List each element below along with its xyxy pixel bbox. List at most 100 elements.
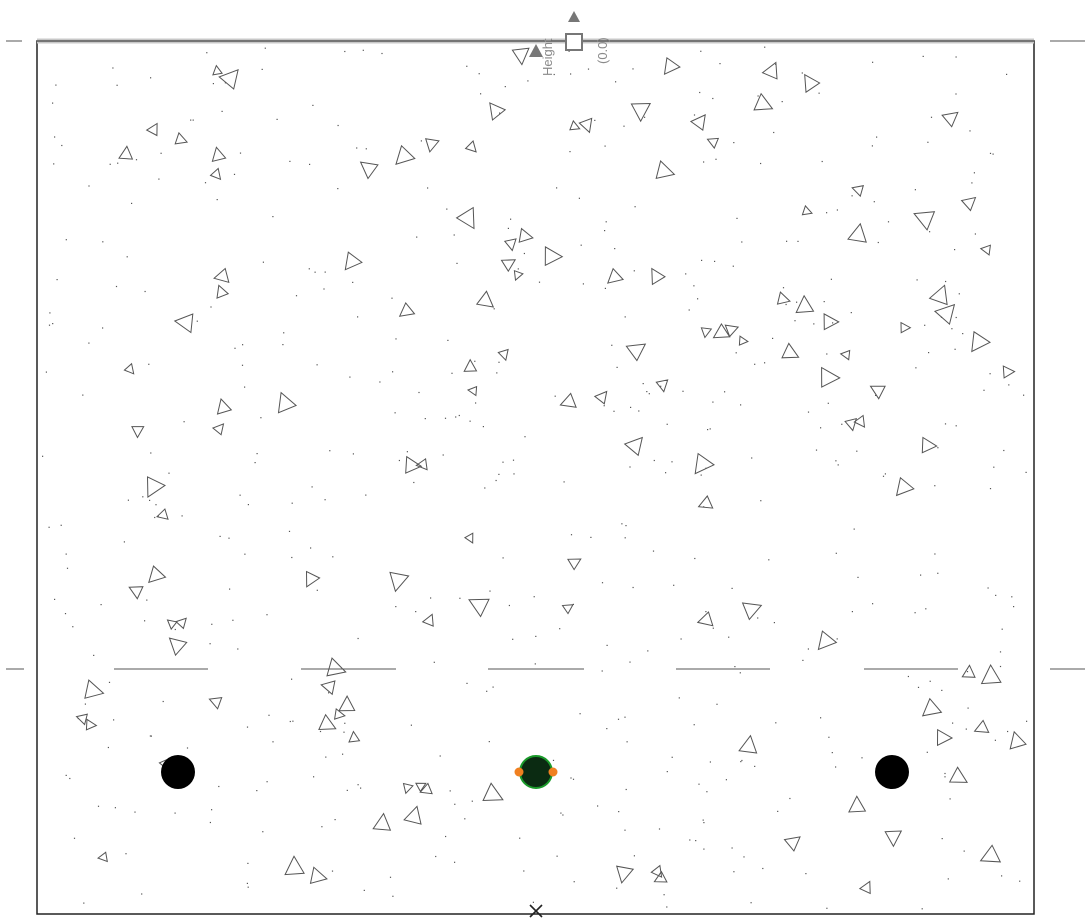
- hatch-dot: [247, 504, 249, 506]
- height-handle-square-icon[interactable]: [565, 33, 583, 51]
- hatch-dot: [836, 638, 838, 640]
- hatch-dot: [624, 716, 626, 718]
- height-control[interactable]: [529, 11, 583, 57]
- hatch-dot: [532, 901, 534, 903]
- hatch-dot: [797, 240, 799, 242]
- hatch-dot: [107, 746, 109, 749]
- hatch-triangle: [1002, 365, 1016, 379]
- hatch-dot: [484, 487, 486, 489]
- arrow-up-small-icon[interactable]: [529, 44, 543, 57]
- hatch-dot: [914, 189, 916, 191]
- hatch-dot: [314, 271, 316, 273]
- hatch-triangle: [284, 855, 305, 876]
- hatch-dot: [760, 500, 762, 502]
- hatch-dot: [642, 383, 644, 385]
- hatch-dot: [466, 682, 468, 684]
- hatch-dot: [582, 283, 584, 285]
- hatch-triangle: [305, 570, 321, 588]
- hatch-dot: [827, 402, 829, 404]
- hatch-dot: [740, 761, 742, 763]
- hatch-dot: [789, 797, 791, 800]
- hatch-dot: [114, 807, 116, 809]
- hatch-dot: [807, 648, 809, 650]
- hatch-triangle: [559, 392, 577, 408]
- hatch-dot: [474, 360, 476, 362]
- hatch-dot: [820, 717, 822, 719]
- hatch-dot: [519, 837, 521, 839]
- concrete-hatch-pattern: [42, 46, 1028, 910]
- hatch-dot: [553, 73, 555, 76]
- grip-left[interactable]: [514, 767, 524, 777]
- hatch-dot: [1006, 73, 1008, 75]
- hatch-dot: [805, 873, 807, 875]
- hatch-dot: [64, 613, 67, 615]
- hatch-dot: [604, 145, 606, 147]
- hatch-triangle: [318, 713, 337, 731]
- hatch-triangle: [146, 476, 166, 499]
- hatch-dot: [1023, 394, 1025, 396]
- hatch-dot: [357, 316, 359, 318]
- hatch-triangle: [216, 284, 230, 299]
- hatch-dot: [379, 381, 381, 383]
- hatch-dot: [750, 902, 752, 904]
- hatch-dot: [914, 612, 916, 614]
- hatch-dot: [311, 486, 313, 488]
- column-center-selected[interactable]: [519, 755, 553, 789]
- hatch-dot: [952, 722, 954, 724]
- hatch-dot: [580, 244, 582, 246]
- hatch-dot: [861, 757, 863, 759]
- hatch-dot: [568, 50, 570, 52]
- hatch-dot: [989, 488, 992, 490]
- hatch-dot: [947, 878, 949, 880]
- hatch-triangle: [776, 291, 792, 305]
- hatch-dot: [229, 588, 231, 590]
- hatch-dot: [973, 172, 975, 174]
- hatch-dot: [831, 752, 833, 754]
- hatch-dot: [1003, 449, 1005, 452]
- hatch-triangle: [948, 766, 969, 783]
- hatch-triangle: [174, 131, 189, 145]
- hatch-dot: [712, 627, 714, 629]
- hatch-dot: [239, 494, 241, 496]
- hatch-dot: [466, 65, 468, 67]
- hatch-dot: [928, 352, 930, 354]
- hatch-dot: [495, 479, 497, 482]
- hatch-dot: [967, 707, 969, 709]
- hatch-dot: [160, 152, 162, 154]
- hatch-dot: [987, 587, 989, 589]
- hatch-triangle: [858, 880, 871, 895]
- hatch-dot: [266, 614, 268, 616]
- hatch-dot: [841, 423, 843, 425]
- hatch-dot: [688, 309, 690, 311]
- hatch-dot: [254, 462, 256, 464]
- column-left[interactable]: [161, 755, 195, 789]
- hatch-dot: [851, 195, 853, 197]
- hatch-triangle: [173, 313, 194, 334]
- hatch-dot: [430, 597, 432, 599]
- hatch-dot: [65, 239, 67, 241]
- hatch-dot: [328, 692, 330, 694]
- arrow-up-icon[interactable]: [568, 11, 580, 22]
- column-right[interactable]: [875, 755, 909, 789]
- hatch-dot: [709, 428, 711, 430]
- hatch-triangle: [402, 782, 414, 795]
- hatch-dot: [921, 908, 923, 910]
- hatch-dot: [872, 603, 874, 605]
- hatch-dot: [211, 623, 213, 625]
- hatch-dot: [507, 227, 509, 229]
- hatch-dot: [570, 777, 572, 779]
- hatch-dot: [835, 552, 837, 554]
- hatch-dot: [624, 316, 626, 318]
- hatch-dot: [882, 475, 885, 477]
- hatch-dot: [954, 249, 956, 251]
- hatch-dot: [606, 644, 608, 646]
- hatch-dot: [703, 161, 705, 163]
- hatch-dot: [334, 819, 336, 821]
- hatch-dot: [459, 597, 461, 599]
- hatch-dot: [611, 344, 613, 346]
- hatch-dot: [969, 130, 971, 132]
- hatch-dot: [216, 199, 218, 201]
- hatch-dot: [1026, 720, 1028, 722]
- grip-right[interactable]: [548, 767, 558, 777]
